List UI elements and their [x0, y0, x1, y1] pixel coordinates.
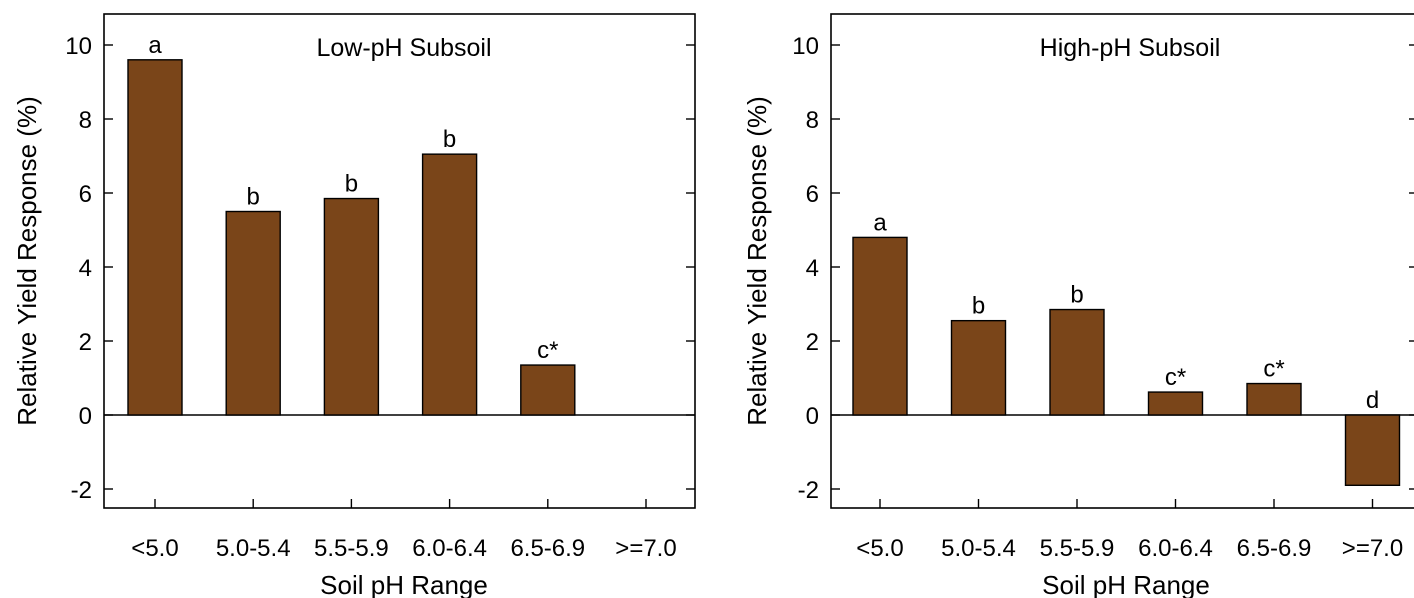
bar-annotation: d — [1366, 387, 1379, 414]
x-tick-label: 5.5-5.9 — [1040, 535, 1115, 562]
y-tick-label: 2 — [79, 329, 92, 356]
plot-frame — [830, 13, 1414, 509]
y-tick-label: 6 — [806, 181, 819, 208]
bar-annotation: b — [443, 126, 456, 153]
x-tick-label: 5.0-5.4 — [941, 535, 1016, 562]
x-tick-label: 5.5-5.9 — [314, 535, 389, 562]
bar-annotation: c* — [1263, 356, 1284, 383]
x-axis-label: Soil pH Range — [1042, 570, 1210, 598]
bar — [852, 236, 908, 416]
bar-annotation: a — [873, 209, 887, 236]
plot-frame — [103, 13, 696, 509]
bar — [225, 210, 281, 416]
bar-annotation: c* — [1165, 364, 1186, 391]
y-tick-label: 8 — [79, 107, 92, 134]
bars: a b b b c* — [127, 32, 576, 416]
x-tick-label: <5.0 — [856, 535, 903, 562]
x-tick-label: 6.5-6.9 — [510, 535, 585, 562]
bar — [1246, 382, 1302, 416]
bar-annotation: b — [247, 184, 260, 211]
bar — [323, 197, 380, 416]
x-tick-label: >=7.0 — [615, 535, 676, 562]
y-tick-label: -2 — [71, 477, 92, 504]
bar-annotation: a — [148, 32, 162, 59]
y-tick-label: 4 — [79, 255, 92, 282]
chart-panel-low-ph: Low-pH Subsoil Soil pH Range Relative Yi… — [12, 13, 696, 598]
y-ticks: -2 0 2 4 6 8 10 — [792, 33, 1414, 504]
x-tick-label: 5.0-5.4 — [216, 535, 291, 562]
bar-annotation: c* — [537, 337, 558, 364]
bars: a b b c* c* d — [852, 209, 1401, 487]
x-ticks: <5.0 5.0-5.4 5.5-5.9 6.0-6.4 6.5-6.9 >=7.0 — [856, 499, 1403, 562]
y-axis-label: Relative Yield Response (%) — [742, 96, 772, 426]
bar — [127, 59, 183, 416]
bar — [520, 364, 576, 416]
x-tick-label: 6.0-6.4 — [412, 535, 487, 562]
bar-annotation: b — [345, 171, 358, 198]
x-ticks: <5.0 5.0-5.4 5.5-5.9 6.0-6.4 6.5-6.9 >=7.0 — [131, 499, 677, 562]
chart-panel-high-ph: High-pH Subsoil Soil pH Range Relative Y… — [742, 13, 1414, 598]
bar — [421, 153, 478, 416]
bar — [1049, 308, 1105, 416]
y-tick-label: 6 — [79, 181, 92, 208]
y-tick-label: 4 — [806, 255, 819, 282]
y-axis-label: Relative Yield Response (%) — [12, 96, 42, 426]
y-ticks: -2 0 2 4 6 8 10 — [65, 33, 695, 504]
y-tick-label: 10 — [65, 33, 92, 60]
bar — [1147, 391, 1204, 416]
x-tick-label: <5.0 — [131, 535, 178, 562]
bar — [1344, 414, 1401, 487]
y-tick-label: 0 — [79, 403, 92, 430]
bar — [950, 319, 1007, 416]
y-tick-label: 8 — [806, 107, 819, 134]
bar-annotation: b — [1070, 282, 1083, 309]
y-tick-label: -2 — [798, 477, 819, 504]
bar-annotation: b — [972, 293, 985, 320]
chart-title: High-pH Subsoil — [1040, 34, 1221, 62]
x-tick-label: 6.0-6.4 — [1138, 535, 1213, 562]
x-tick-label: >=7.0 — [1342, 535, 1403, 562]
y-tick-label: 0 — [806, 403, 819, 430]
x-tick-label: 6.5-6.9 — [1237, 535, 1312, 562]
y-tick-label: 2 — [806, 329, 819, 356]
chart-title: Low-pH Subsoil — [316, 34, 491, 62]
x-axis-label: Soil pH Range — [320, 570, 488, 598]
y-tick-label: 10 — [792, 33, 819, 60]
